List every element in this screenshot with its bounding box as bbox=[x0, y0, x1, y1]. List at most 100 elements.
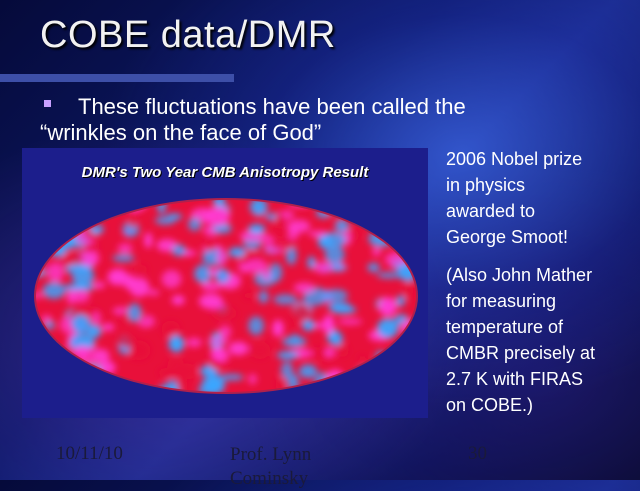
fluctuation-spot bbox=[58, 211, 82, 218]
fluctuation-spot bbox=[217, 249, 227, 266]
fluctuation-spot bbox=[200, 378, 221, 386]
fluctuation-spot bbox=[71, 314, 91, 334]
mather-text-line: (Also John Mather bbox=[446, 265, 593, 285]
fluctuation-spot bbox=[205, 206, 230, 226]
fluctuation-spot bbox=[250, 200, 268, 216]
fluctuation-spot bbox=[144, 232, 153, 249]
fluctuation-spot bbox=[93, 281, 106, 289]
fluctuation-spot bbox=[207, 337, 230, 344]
fluctuation-spot bbox=[69, 333, 95, 352]
fluctuation-spot bbox=[254, 234, 273, 242]
fluctuation-spot bbox=[166, 358, 184, 367]
fluctuation-spot bbox=[79, 250, 100, 267]
fluctuation-spot bbox=[357, 355, 368, 362]
fluctuation-spot bbox=[177, 377, 187, 391]
fluctuation-spot bbox=[211, 345, 226, 361]
fluctuation-spot bbox=[211, 306, 237, 320]
fluctuation-spot bbox=[147, 289, 160, 296]
fluctuation-spot bbox=[326, 371, 336, 389]
fluctuation-spot bbox=[297, 390, 316, 392]
mather-text-line: temperature of bbox=[446, 317, 564, 337]
fluctuation-spot bbox=[75, 283, 84, 290]
fluctuation-spot bbox=[176, 363, 198, 380]
footer-date: 10/11/10 bbox=[56, 443, 123, 464]
fluctuation-spot bbox=[59, 218, 71, 225]
mather-note: (Also John Mather for measuring temperatur… bbox=[446, 262, 636, 418]
fluctuation-spot bbox=[336, 343, 349, 357]
fluctuation-spot bbox=[171, 295, 185, 305]
mather-text: (Also John Mather for measuring temperatur… bbox=[446, 262, 636, 418]
fluctuation-spot bbox=[71, 369, 92, 383]
fluctuation-spot bbox=[218, 325, 232, 338]
cmb-anisotropy-map-image: DMR's Two Year CMB Anisotropy Result bbox=[22, 148, 428, 418]
fluctuation-spot bbox=[381, 354, 404, 364]
mather-text-line: for measuring bbox=[446, 291, 557, 311]
fluctuation-spot bbox=[367, 262, 380, 273]
fluctuation-spot bbox=[171, 244, 186, 257]
fluctuation-spot bbox=[58, 200, 76, 213]
fluctuation-spot bbox=[60, 372, 73, 391]
fluctuation-spot bbox=[248, 316, 264, 336]
fluctuation-spot bbox=[36, 387, 47, 392]
fluctuation-spot bbox=[378, 297, 397, 317]
fluctuation-spot bbox=[73, 346, 92, 358]
map-fluctuation-pattern bbox=[36, 200, 416, 392]
fluctuation-spot bbox=[63, 371, 87, 390]
nobel-prize-text-line: awarded to bbox=[446, 201, 536, 221]
nobel-prize-text-line: in physics bbox=[446, 175, 526, 195]
fluctuation-spot bbox=[307, 256, 316, 270]
fluctuation-spot bbox=[383, 385, 399, 392]
fluctuation-spot bbox=[322, 314, 335, 335]
fluctuation-spot bbox=[129, 277, 150, 297]
fluctuation-spot bbox=[273, 294, 298, 305]
fluctuation-spot bbox=[407, 237, 416, 250]
fluctuation-spot bbox=[336, 387, 359, 392]
footer-author: Prof. Lynn Cominsky bbox=[230, 444, 312, 489]
fluctuation-spot bbox=[64, 207, 88, 218]
fluctuation-spot bbox=[56, 366, 76, 379]
fluctuation-spot bbox=[324, 289, 348, 302]
fluctuation-spot bbox=[244, 259, 269, 274]
fluctuation-spot bbox=[68, 365, 81, 377]
fluctuation-spot bbox=[354, 200, 364, 216]
fluctuation-spot bbox=[394, 212, 416, 220]
cmb-sky-map-graphic bbox=[34, 198, 418, 394]
fluctuation-spot bbox=[74, 371, 93, 388]
fluctuation-spot bbox=[61, 252, 78, 268]
fluctuation-spot bbox=[248, 373, 257, 385]
nobel-prize-text-line: 2006 Nobel prize bbox=[446, 149, 583, 169]
fluctuation-spot bbox=[395, 226, 414, 235]
fluctuation-spot bbox=[292, 303, 312, 322]
bullet-text-line1: These fluctuations have been called the bbox=[78, 94, 466, 119]
fluctuation-spot bbox=[228, 341, 249, 356]
fluctuation-spot bbox=[76, 200, 98, 212]
fluctuation-spot bbox=[270, 237, 296, 251]
fluctuation-spot bbox=[402, 200, 416, 213]
fluctuation-spot bbox=[59, 227, 77, 237]
fluctuation-spot bbox=[168, 335, 185, 353]
fluctuation-spot bbox=[186, 337, 202, 348]
fluctuation-spot bbox=[249, 341, 271, 359]
fluctuation-spot bbox=[377, 318, 399, 338]
fluctuation-spot bbox=[396, 295, 405, 307]
fluctuation-spot bbox=[282, 336, 307, 347]
fluctuation-spot bbox=[215, 268, 230, 284]
fluctuation-spot bbox=[101, 323, 115, 331]
fluctuation-spot bbox=[81, 242, 100, 253]
fluctuation-spot bbox=[347, 380, 363, 392]
nobel-prize-note: 2006 Nobel prize in physics awarded to Geor… bbox=[446, 146, 636, 250]
fluctuation-spot bbox=[69, 289, 90, 303]
fluctuation-spot bbox=[324, 346, 336, 359]
fluctuation-spot bbox=[73, 251, 83, 267]
fluctuation-spot bbox=[380, 379, 391, 392]
fluctuation-spot bbox=[132, 200, 144, 205]
fluctuation-spot bbox=[228, 247, 246, 258]
fluctuation-spot bbox=[373, 215, 395, 231]
fluctuation-spot bbox=[324, 245, 345, 265]
fluctuation-spot bbox=[399, 338, 416, 355]
fluctuation-spot bbox=[212, 223, 232, 234]
fluctuation-spot bbox=[70, 200, 82, 212]
fluctuation-spot bbox=[313, 261, 334, 274]
fluctuation-spot bbox=[36, 340, 48, 357]
fluctuation-spot bbox=[37, 200, 64, 214]
